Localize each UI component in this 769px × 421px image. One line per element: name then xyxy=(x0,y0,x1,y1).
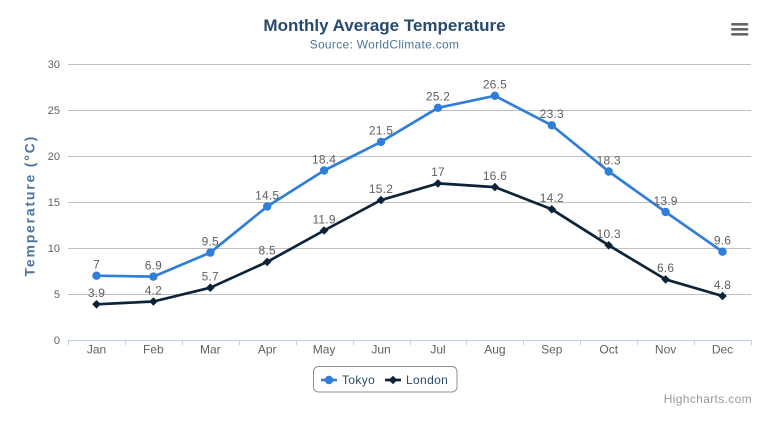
svg-text:May: May xyxy=(313,343,336,357)
svg-text:21.5: 21.5 xyxy=(369,124,393,138)
svg-text:Jul: Jul xyxy=(430,343,445,357)
svg-text:17: 17 xyxy=(431,165,445,179)
svg-text:18.3: 18.3 xyxy=(597,153,621,167)
svg-text:6.9: 6.9 xyxy=(145,258,162,272)
svg-text:10: 10 xyxy=(48,243,60,255)
svg-text:8.5: 8.5 xyxy=(259,244,276,258)
svg-text:6.6: 6.6 xyxy=(657,261,674,275)
svg-text:13.9: 13.9 xyxy=(654,194,678,208)
svg-text:5.7: 5.7 xyxy=(202,270,219,284)
svg-text:20: 20 xyxy=(48,151,60,163)
svg-text:26.5: 26.5 xyxy=(483,78,507,92)
svg-text:London: London xyxy=(406,373,448,387)
svg-text:16.6: 16.6 xyxy=(483,169,507,183)
svg-text:Tokyo: Tokyo xyxy=(342,373,375,387)
svg-text:Dec: Dec xyxy=(712,343,733,357)
svg-text:23.3: 23.3 xyxy=(540,107,564,121)
svg-text:14.2: 14.2 xyxy=(540,191,564,205)
svg-text:Highcharts.com: Highcharts.com xyxy=(664,392,752,406)
svg-text:Oct: Oct xyxy=(599,343,618,357)
svg-text:Temperature (°C): Temperature (°C) xyxy=(22,135,38,277)
svg-text:30: 30 xyxy=(48,59,60,71)
svg-text:14.5: 14.5 xyxy=(255,188,279,202)
svg-text:7: 7 xyxy=(93,258,100,272)
svg-text:Jun: Jun xyxy=(371,343,390,357)
svg-text:Monthly Average Temperature: Monthly Average Temperature xyxy=(263,16,505,35)
svg-text:9.5: 9.5 xyxy=(202,234,219,248)
svg-text:25.2: 25.2 xyxy=(426,90,450,104)
svg-text:Apr: Apr xyxy=(258,343,277,357)
svg-text:Feb: Feb xyxy=(143,343,164,357)
svg-text:10.3: 10.3 xyxy=(597,227,621,241)
svg-text:9.6: 9.6 xyxy=(714,234,731,248)
svg-text:Mar: Mar xyxy=(200,343,221,357)
svg-text:Sep: Sep xyxy=(541,343,563,357)
svg-text:11.9: 11.9 xyxy=(312,212,335,226)
svg-text:4.8: 4.8 xyxy=(714,278,731,292)
svg-text:15.2: 15.2 xyxy=(369,182,393,196)
svg-text:3.9: 3.9 xyxy=(88,286,105,300)
svg-text:Aug: Aug xyxy=(484,343,505,357)
svg-text:Nov: Nov xyxy=(655,343,676,357)
svg-text:5: 5 xyxy=(54,289,60,301)
svg-text:18.4: 18.4 xyxy=(312,152,336,166)
svg-text:25: 25 xyxy=(48,105,60,117)
svg-text:Source: WorldClimate.com: Source: WorldClimate.com xyxy=(310,38,460,52)
svg-text:0: 0 xyxy=(54,335,60,347)
svg-text:4.2: 4.2 xyxy=(145,283,162,297)
svg-text:Jan: Jan xyxy=(87,343,106,357)
svg-text:15: 15 xyxy=(48,197,60,209)
